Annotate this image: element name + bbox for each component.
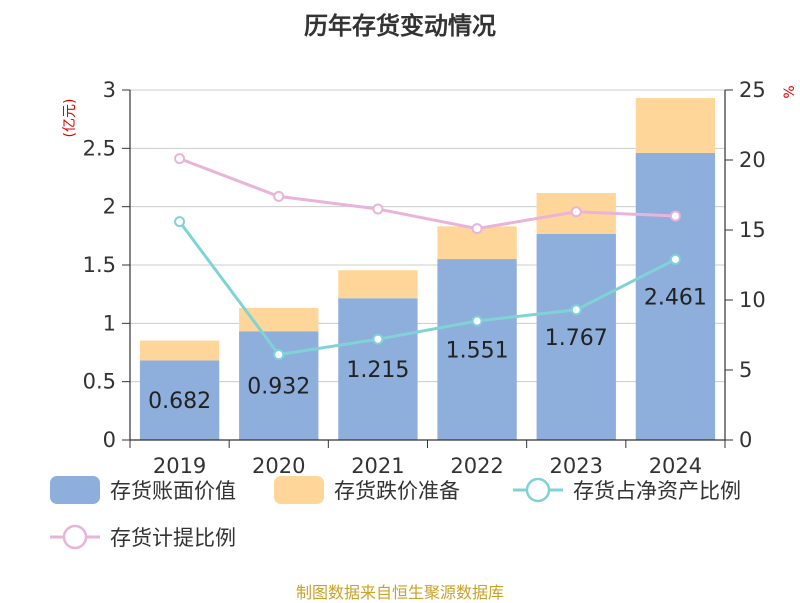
y-left-tick-label: 2.5 [83,136,116,160]
point-net-asset-ratio [372,333,384,345]
line-layer [174,153,681,361]
point-provision-ratio [471,223,483,235]
point-net-asset-ratio [471,315,483,327]
point-provision-ratio [273,190,285,202]
y-left-tick-label: 0 [103,428,116,452]
y-left-tick-label: 1.5 [83,253,116,277]
legend-label: 存货占净资产比例 [573,479,741,503]
y-right-unit: % [782,85,798,98]
bar-impairment [139,340,220,361]
point-net-asset-ratio [570,304,582,316]
point-net-asset-ratio [174,216,186,228]
bar-data-label: 2.461 [644,285,707,310]
axes: 0 0.5 1 1.5 2 2.5 3 0 5 10 15 20 25 (亿元)% 2019 2020 2021… [62,78,798,478]
y-left-tick-label: 2 [103,195,116,219]
point-net-asset-ratio [669,253,681,265]
chart-title: 历年存货变动情况 [304,12,496,40]
legend-swatch [50,476,100,504]
bar-layer [139,98,716,440]
x-tick-label: 2021 [351,454,404,478]
data-labels: 0.682 0.932 1.215 1.551 1.767 2.461 [148,285,707,414]
legend-label: 存货跌价准备 [334,479,460,503]
y-right-tick-label: 5 [739,358,752,382]
y-left-tick-label: 1 [103,311,116,335]
legend-swatch-marker [525,477,551,503]
x-tick-label: 2020 [252,454,305,478]
bar-data-label: 1.551 [446,339,509,364]
x-tick-label: 2019 [153,454,206,478]
y-left-tick-label: 0.5 [83,370,116,394]
x-tick-label: 2024 [649,454,702,478]
bar-data-label: 0.932 [247,375,310,400]
y-right-tick-label: 15 [739,218,766,242]
bar-book-value [437,259,517,440]
y-left-unit: (亿元) [62,99,78,138]
point-provision-ratio [372,203,384,215]
legend-swatch [274,476,324,504]
bar-book-value [338,298,418,440]
legend-swatch-marker [62,524,88,550]
y-right-tick-label: 10 [739,288,766,312]
y-left-tick-label: 3 [103,78,116,102]
bar-book-value [536,233,616,440]
point-net-asset-ratio [273,349,285,361]
bar-impairment [635,98,716,153]
y-right-tick-label: 20 [739,148,766,172]
bar-book-value [635,152,716,440]
line-provision-ratio [179,157,676,231]
bar-book-value [139,360,220,440]
point-provision-ratio [174,153,186,165]
y-right-tick-label: 0 [739,428,752,452]
point-provision-ratio [570,206,582,218]
line-net-asset-ratio [178,220,677,357]
bar-data-label: 0.682 [148,389,211,414]
bar-impairment [338,270,418,299]
x-tick-label: 2023 [550,454,603,478]
legend-label: 存货账面价值 [110,479,236,503]
source-note: 制图数据来自恒生聚源数据库 [295,583,504,602]
point-provision-ratio [669,210,681,222]
bar-impairment [239,307,319,332]
bar-data-label: 1.215 [346,358,409,383]
legend-label: 存货计提比例 [110,526,236,550]
bar-data-label: 1.767 [545,326,608,351]
x-tick-label: 2022 [450,454,503,478]
y-right-tick-label: 25 [739,78,766,102]
